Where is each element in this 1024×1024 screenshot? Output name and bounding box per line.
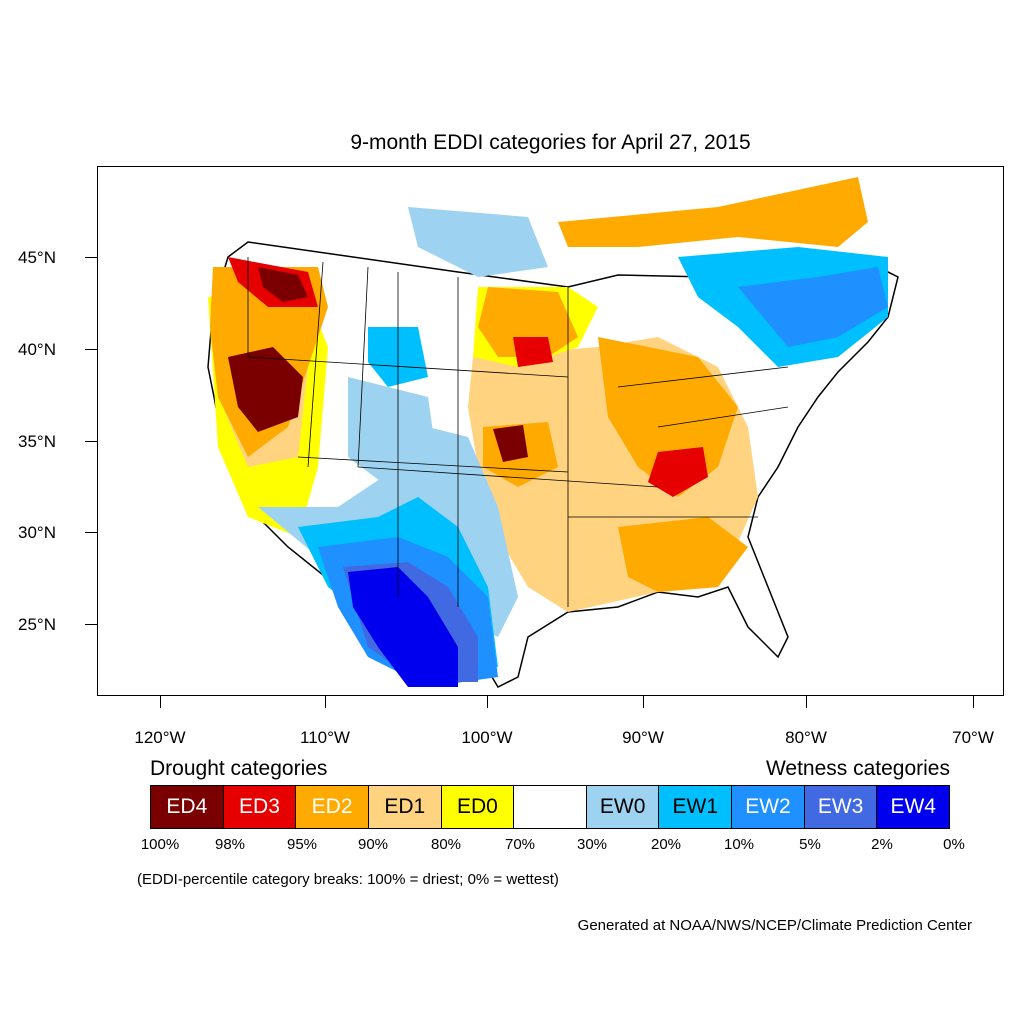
lon-label-110w: 110°W bbox=[300, 728, 350, 747]
legend-label: ED3 bbox=[239, 795, 280, 818]
pct-label: 98% bbox=[214, 836, 246, 853]
ed2-region-southeast bbox=[618, 517, 748, 592]
legend-box-ew0: EW0 bbox=[586, 786, 660, 828]
legend-label: ED4 bbox=[166, 795, 208, 818]
lat-label-25: 25°N bbox=[18, 615, 56, 634]
lat-tick bbox=[85, 349, 97, 350]
legend-label: ED1 bbox=[384, 795, 426, 818]
pct-label: 20% bbox=[650, 836, 682, 853]
lat-tick bbox=[85, 532, 97, 533]
legend-box-ed1: ED1 bbox=[368, 786, 442, 828]
lon-tick bbox=[325, 696, 326, 708]
lon-tick bbox=[487, 696, 488, 708]
legend-box-ew4: EW4 bbox=[877, 786, 950, 828]
legend-box-ed2: ED2 bbox=[296, 786, 369, 828]
legend-box-ew2: EW2 bbox=[732, 786, 805, 828]
legend-label: EW2 bbox=[745, 795, 791, 818]
pct-label: 30% bbox=[576, 836, 608, 853]
legend-colorbar: ED4 ED3 ED2 ED1 ED0 EW0 EW1 EW2 EW3 EW4 bbox=[150, 785, 950, 829]
legend-box-ew1: EW1 bbox=[659, 786, 733, 828]
pct-label: 90% bbox=[357, 836, 389, 853]
lat-tick bbox=[85, 257, 97, 258]
lon-tick bbox=[806, 696, 807, 708]
legend-label: EW1 bbox=[672, 795, 719, 818]
ew2-region-northeast bbox=[738, 267, 888, 347]
lon-label-120w: 120°W bbox=[134, 728, 186, 747]
lon-label-90w: 90°W bbox=[622, 728, 664, 747]
legend-box-normal bbox=[514, 786, 587, 828]
lat-label-30: 30°N bbox=[18, 523, 56, 542]
pct-label: 80% bbox=[430, 836, 462, 853]
ed4-region-kansas bbox=[493, 425, 528, 462]
eddi-map bbox=[97, 166, 1004, 696]
pct-label: 5% bbox=[799, 836, 821, 853]
legend-box-ed4: ED4 bbox=[151, 786, 224, 828]
lat-label-45: 45°N bbox=[18, 248, 56, 267]
legend-label: ED0 bbox=[456, 795, 498, 818]
category-note: (EDDI-percentile category breaks: 100% =… bbox=[137, 871, 559, 888]
drought-heading: Drought categories bbox=[150, 757, 328, 780]
map-canvas bbox=[207, 177, 899, 688]
legend-label: EW3 bbox=[817, 795, 864, 818]
map-title: 9-month EDDI categories for April 27, 20… bbox=[350, 131, 751, 154]
ew0-region-north bbox=[408, 207, 548, 277]
lat-label-35: 35°N bbox=[18, 432, 56, 451]
pct-label: 2% bbox=[871, 836, 893, 853]
ed4-region-oregon bbox=[258, 267, 308, 302]
wetness-heading: Wetness categories bbox=[765, 757, 950, 780]
lon-tick bbox=[643, 696, 644, 708]
ew4-region-texas bbox=[348, 567, 458, 687]
ed2-region-canada bbox=[558, 177, 868, 247]
lon-tick bbox=[973, 696, 974, 708]
legend-box-ed0: ED0 bbox=[441, 786, 515, 828]
lat-tick bbox=[85, 441, 97, 442]
lon-label-70w: 70°W bbox=[952, 728, 994, 747]
ed2-region-midwest bbox=[478, 287, 578, 357]
state-boundaries bbox=[247, 257, 789, 607]
ed3-region-dakota bbox=[513, 337, 553, 367]
ed4-region-nevada bbox=[228, 347, 303, 432]
pct-label: 95% bbox=[286, 836, 318, 853]
legend-label: EW0 bbox=[599, 795, 646, 818]
legend-label: EW4 bbox=[890, 795, 936, 818]
credit-text: Generated at NOAA/NWS/NCEP/Climate Predi… bbox=[577, 917, 972, 934]
pct-label: 0% bbox=[943, 836, 965, 853]
lon-tick bbox=[160, 696, 161, 708]
lon-label-80w: 80°W bbox=[785, 728, 827, 747]
ed3-region-kentucky bbox=[648, 447, 708, 497]
legend-box-ed3: ED3 bbox=[223, 786, 297, 828]
pct-label: 70% bbox=[504, 836, 536, 853]
lon-label-100w: 100°W bbox=[461, 728, 513, 747]
legend-box-ew3: EW3 bbox=[804, 786, 878, 828]
ew0-region-rockies bbox=[348, 377, 438, 487]
pct-label: 100% bbox=[140, 836, 180, 853]
lat-label-40: 40°N bbox=[18, 340, 56, 359]
legend-label: ED2 bbox=[311, 795, 353, 818]
lat-tick bbox=[85, 624, 97, 625]
pct-label: 10% bbox=[723, 836, 755, 853]
